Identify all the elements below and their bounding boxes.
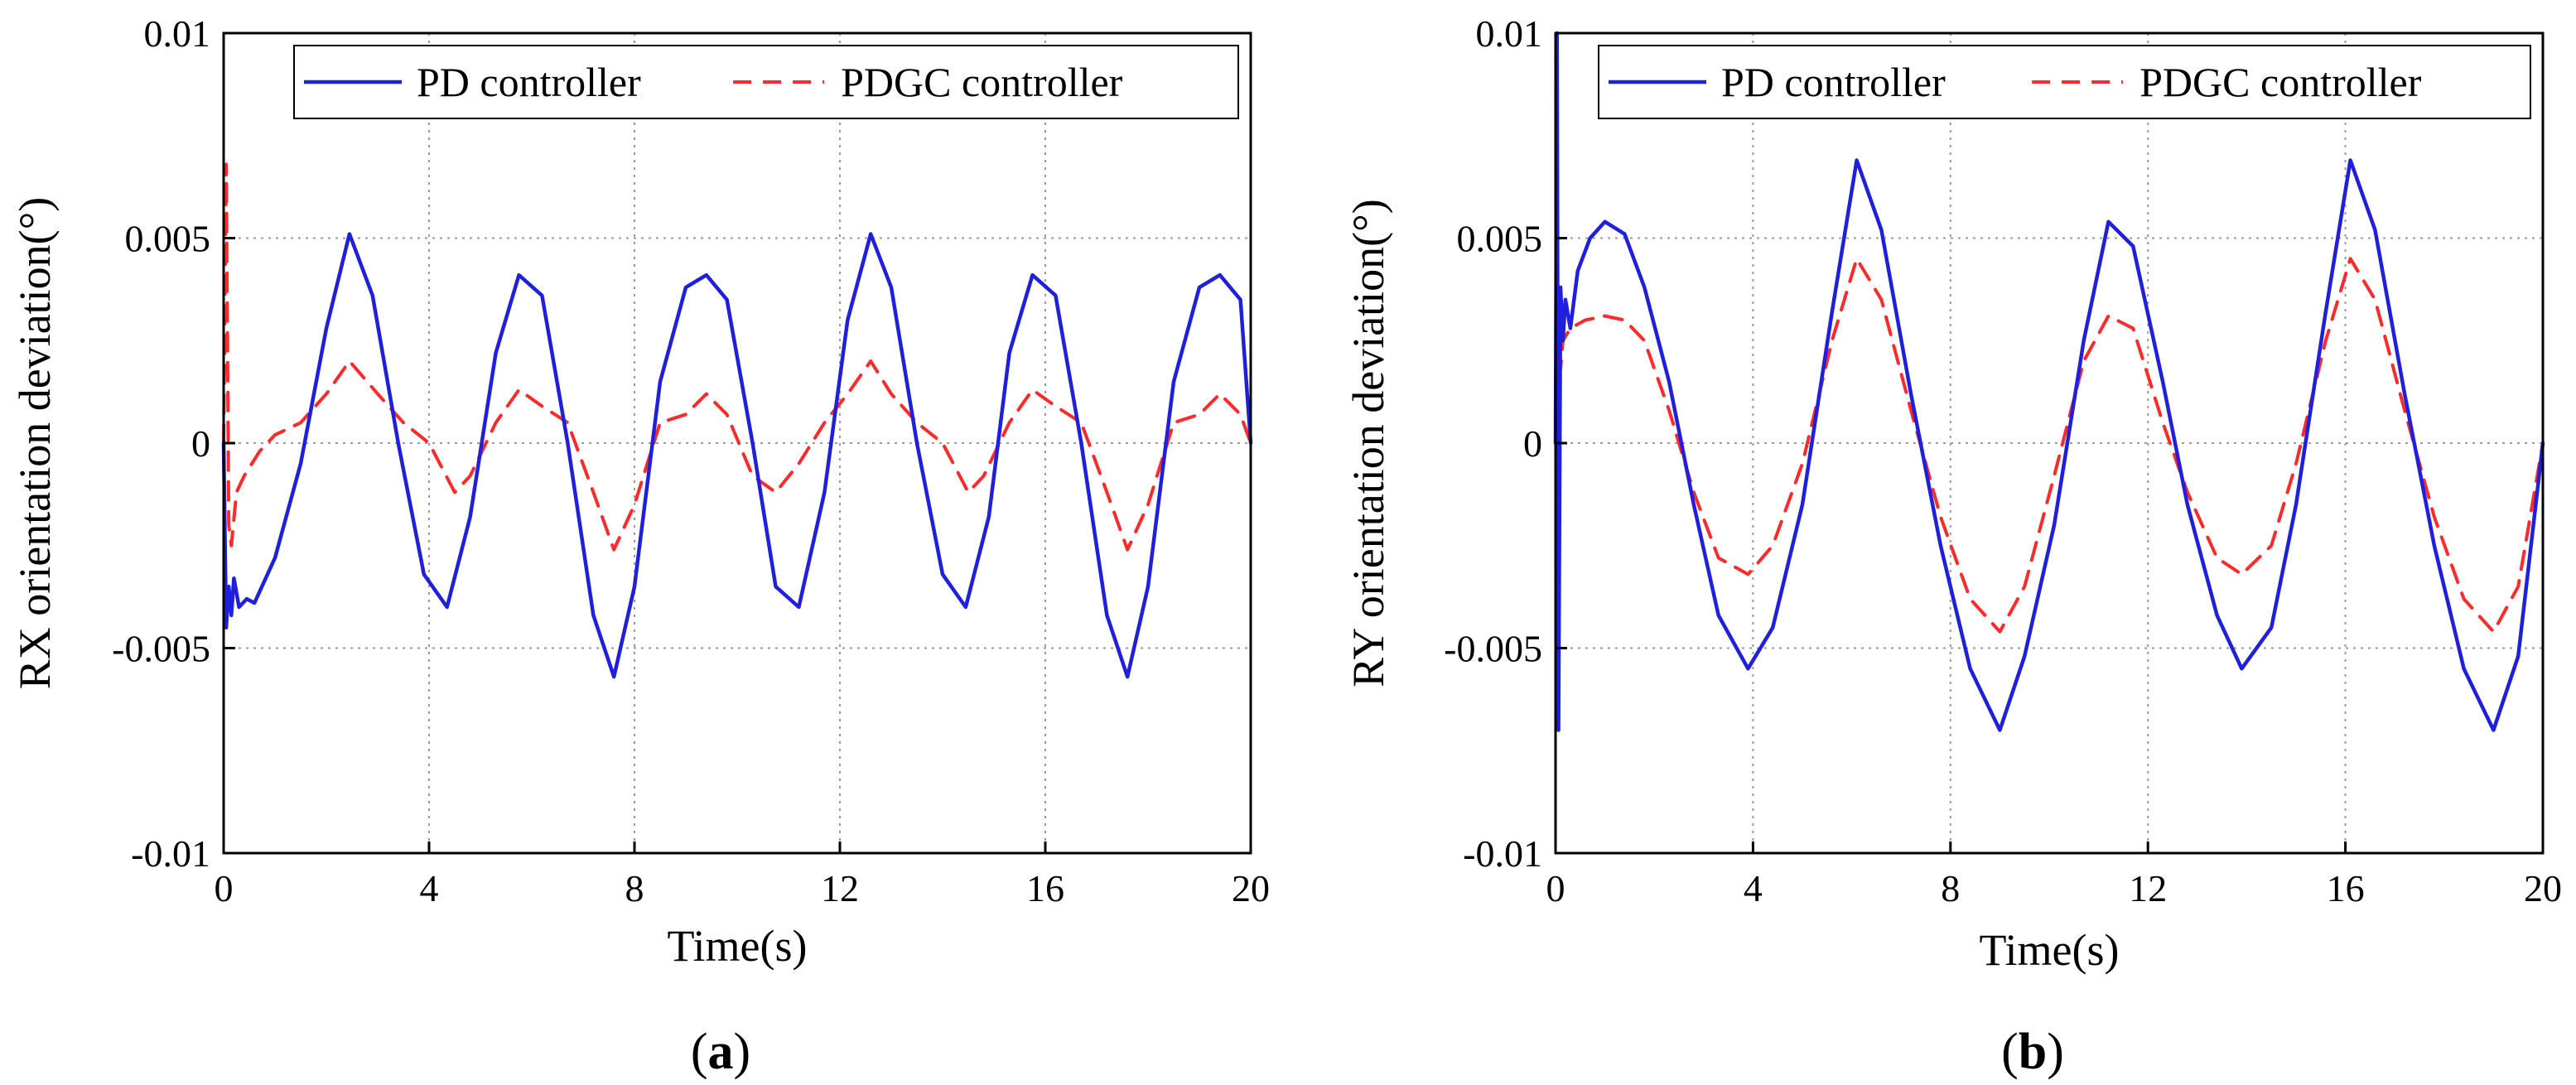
- y-tick-label: 0.005: [125, 218, 211, 260]
- series-layer: [1553, 31, 2545, 732]
- tick-marks: [222, 31, 1252, 855]
- x-tick-label: 0: [215, 867, 234, 909]
- legend-label-pdgc: PDGC controller: [841, 59, 1123, 105]
- x-tick-label: 20: [1232, 867, 1270, 909]
- legend: PD controller PDGC controller: [1598, 45, 2531, 119]
- legend-label-pdgc: PDGC controller: [2139, 59, 2422, 105]
- x-tick-label: 20: [2524, 867, 2562, 909]
- x-tick-label: 16: [1026, 867, 1064, 909]
- legend-label-pd: PD controller: [417, 59, 641, 105]
- grid: [1556, 33, 2543, 853]
- series-pdgc-line: [1554, 257, 2545, 634]
- y-tick-label: -0.005: [112, 628, 210, 670]
- panel-letter: a: [708, 1024, 734, 1080]
- legend-label-pd: PD controller: [1721, 59, 1946, 105]
- series-pd-line: [221, 232, 1253, 679]
- grid: [224, 33, 1251, 853]
- y-tick-label: -0.01: [131, 832, 210, 875]
- legend: PD controller PDGC controller: [293, 45, 1239, 119]
- y-tick-label: 0.005: [1457, 218, 1543, 260]
- y-tick-label: 0.01: [144, 12, 211, 55]
- y-axis-label: RY orientation deviation(°): [1343, 199, 1393, 687]
- x-tick-label: 12: [821, 867, 859, 909]
- series-pd-line: [1553, 31, 2545, 732]
- panel-label: (a): [691, 1024, 750, 1080]
- y-tick-labels: 0.01 0.005 0 -0.005 -0.01: [1444, 12, 1542, 875]
- x-tick-label: 12: [2129, 867, 2167, 909]
- x-tick-label: 4: [420, 867, 439, 909]
- panel-letter: b: [2019, 1024, 2047, 1080]
- y-tick-label: 0: [191, 422, 210, 465]
- panel-label: (b): [2001, 1024, 2064, 1080]
- x-axis-label: Time(s): [667, 921, 807, 971]
- x-tick-label: 16: [2327, 867, 2365, 909]
- series-layer: [221, 162, 1253, 679]
- x-tick-labels: 0 4 8 12 16 20: [215, 867, 1271, 909]
- x-axis-label: Time(s): [1979, 925, 2119, 975]
- x-tick-label: 8: [625, 867, 644, 909]
- x-tick-label: 0: [1546, 867, 1565, 909]
- y-tick-label: -0.01: [1463, 832, 1542, 875]
- y-axis-label: RX orientation deviation(°): [10, 197, 60, 689]
- y-tick-label: -0.005: [1444, 628, 1542, 670]
- y-tick-label: 0.01: [1476, 12, 1543, 55]
- tick-marks: [1554, 31, 2545, 855]
- y-tick-labels: 0.01 0.005 0 -0.005 -0.01: [112, 12, 210, 875]
- x-tick-labels: 0 4 8 12 16 20: [1546, 867, 2563, 909]
- x-tick-label: 4: [1744, 867, 1763, 909]
- x-tick-label: 8: [1941, 867, 1960, 909]
- y-tick-label: 0: [1523, 422, 1542, 465]
